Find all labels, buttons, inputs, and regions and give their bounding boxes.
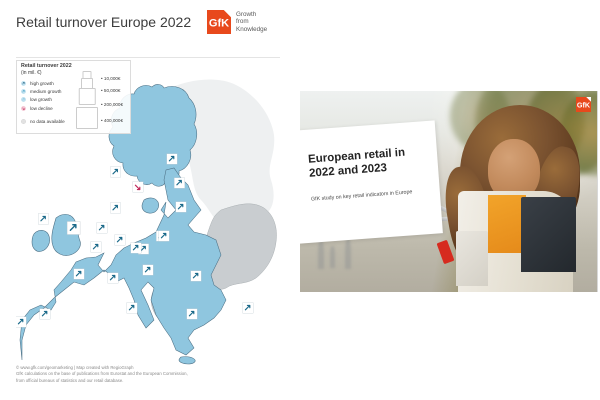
svg-text:GfK: GfK (577, 101, 591, 110)
svg-text:GfK: GfK (209, 17, 229, 29)
